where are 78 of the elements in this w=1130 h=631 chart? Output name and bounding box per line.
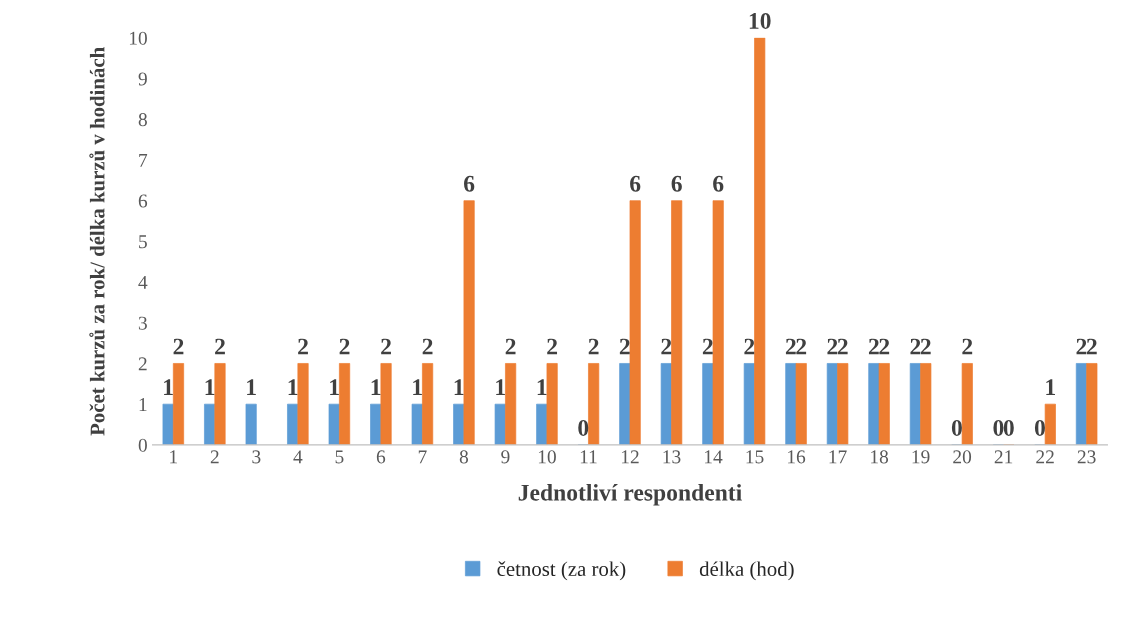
x-tick-label: 4 bbox=[293, 450, 303, 464]
y-tick-label: 2 bbox=[138, 357, 147, 371]
x-tick-label: 13 bbox=[663, 450, 681, 464]
x-tick-label: 23 bbox=[1077, 450, 1096, 464]
x-tick-label: 22 bbox=[1036, 450, 1054, 464]
x-tick-label: 5 bbox=[335, 450, 344, 464]
data-label: 6 bbox=[671, 175, 682, 192]
x-tick-label: 12 bbox=[621, 450, 639, 464]
data-label: 1 bbox=[413, 379, 422, 395]
x-tick-label: 9 bbox=[501, 450, 510, 464]
data-label: 2 bbox=[339, 338, 350, 355]
y-tick-label: 9 bbox=[138, 72, 147, 86]
data-label: 1 bbox=[537, 379, 547, 395]
data-label: 2 bbox=[785, 338, 796, 355]
legend-label: délka (hod) bbox=[699, 561, 794, 581]
y-tick-label: 4 bbox=[138, 276, 148, 289]
data-label: 6 bbox=[713, 175, 724, 192]
x-tick-label: 8 bbox=[459, 450, 469, 464]
data-label: 0 bbox=[1003, 419, 1014, 436]
data-label: 2 bbox=[702, 338, 713, 355]
data-label: 6 bbox=[464, 175, 475, 192]
data-label: 2 bbox=[588, 338, 599, 355]
data-label: 2 bbox=[215, 338, 225, 355]
data-label: 1 bbox=[1046, 379, 1055, 395]
y-tick-label: 0 bbox=[138, 438, 147, 452]
x-tick-label: 20 bbox=[953, 450, 972, 464]
legend-label: četnost (za rok) bbox=[497, 561, 626, 581]
y-tick-label: 5 bbox=[139, 235, 147, 249]
x-tick-label: 16 bbox=[788, 450, 806, 464]
x-tick-label: 21 bbox=[994, 450, 1013, 464]
y-axis-title: Počet kurzů za rok/ délka kurzů v hodinách bbox=[89, 47, 105, 436]
data-label: 2 bbox=[910, 338, 921, 355]
data-label: 2 bbox=[173, 338, 184, 355]
y-tick-label: 10 bbox=[129, 31, 147, 45]
y-tick-label: 3 bbox=[138, 316, 147, 330]
data-label: 1 bbox=[371, 379, 381, 395]
data-label: 2 bbox=[422, 338, 433, 355]
x-tick-label: 6 bbox=[376, 450, 386, 464]
y-tick-label: 8 bbox=[138, 113, 147, 127]
x-tick-label: 7 bbox=[418, 450, 427, 464]
data-label: 0 bbox=[951, 419, 962, 436]
data-label: 2 bbox=[920, 338, 931, 355]
data-label: 1 bbox=[247, 379, 256, 395]
data-label: 2 bbox=[619, 338, 630, 355]
data-label: 1 bbox=[496, 379, 505, 395]
x-tick-label: 15 bbox=[746, 450, 764, 464]
data-label: 1 bbox=[164, 379, 173, 395]
y-tick-label: 1 bbox=[139, 398, 147, 411]
data-label: 2 bbox=[1076, 338, 1087, 355]
data-label: 2 bbox=[298, 338, 308, 355]
x-tick-label: 2 bbox=[210, 450, 219, 464]
data-label: 2 bbox=[962, 338, 973, 355]
data-label: 1 bbox=[454, 379, 464, 395]
x-tick-label: 17 bbox=[829, 450, 847, 464]
data-label: 2 bbox=[868, 338, 879, 355]
data-label: 10 bbox=[749, 12, 771, 29]
data-label: 2 bbox=[837, 338, 848, 355]
data-label: 2 bbox=[381, 338, 391, 355]
x-tick-label: 10 bbox=[538, 450, 556, 464]
x-tick-label: 3 bbox=[252, 450, 261, 464]
data-label: 2 bbox=[879, 338, 890, 355]
data-label: 6 bbox=[630, 175, 641, 192]
y-tick-label: 6 bbox=[138, 194, 148, 208]
x-axis-title: Jednotliví respondenti bbox=[518, 484, 742, 506]
data-label: 2 bbox=[547, 338, 558, 355]
data-label: 2 bbox=[827, 338, 838, 355]
y-tick-label: 7 bbox=[139, 153, 148, 167]
x-tick-label: 11 bbox=[580, 450, 597, 464]
x-tick-label: 18 bbox=[871, 450, 889, 464]
data-label: 0 bbox=[1034, 419, 1045, 436]
data-label: 2 bbox=[1086, 338, 1097, 355]
data-label: 0 bbox=[993, 419, 1004, 436]
x-tick-label: 19 bbox=[912, 450, 930, 464]
data-label: 2 bbox=[796, 338, 807, 355]
x-tick-label: 1 bbox=[170, 450, 177, 464]
data-label: 2 bbox=[505, 338, 516, 355]
x-tick-label: 14 bbox=[704, 450, 723, 464]
data-label: 1 bbox=[330, 379, 339, 395]
